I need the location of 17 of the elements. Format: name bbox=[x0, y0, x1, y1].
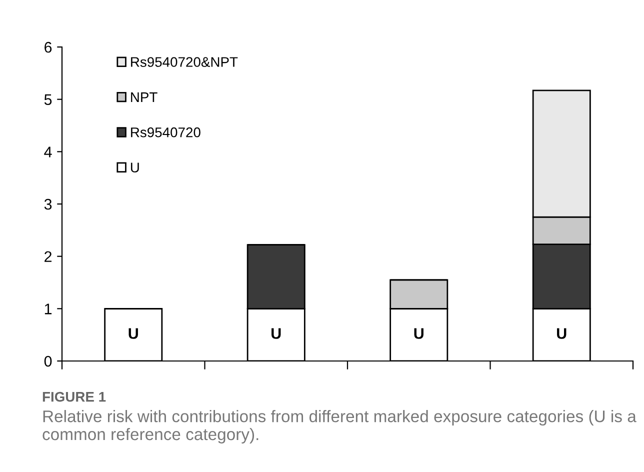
data-label: U bbox=[414, 328, 424, 339]
y-tick-label: 4 bbox=[44, 146, 52, 158]
legend-label: Rs9540720&NPT bbox=[131, 57, 238, 67]
y-tick-label: 0 bbox=[44, 356, 52, 367]
y-tick-label: 1 bbox=[44, 304, 52, 314]
legend-label: Rs9540720 bbox=[131, 127, 200, 138]
legend-label: NPT bbox=[131, 92, 158, 102]
y-tick-label: 2 bbox=[44, 251, 52, 262]
caption: FIGURE 1 bbox=[42, 392, 106, 402]
data-label: U bbox=[128, 328, 138, 339]
data-label: U bbox=[272, 328, 281, 339]
y-tick-label: 5 bbox=[44, 94, 52, 106]
text: Relative risk with contributions from different marked exposure categories (U is a common reference category). bbox=[42, 410, 636, 444]
legend-label: U bbox=[130, 162, 139, 172]
y-tick-label: 6 bbox=[44, 42, 52, 53]
y-tick-label: 3 bbox=[44, 198, 52, 210]
data-label: U bbox=[557, 328, 566, 339]
